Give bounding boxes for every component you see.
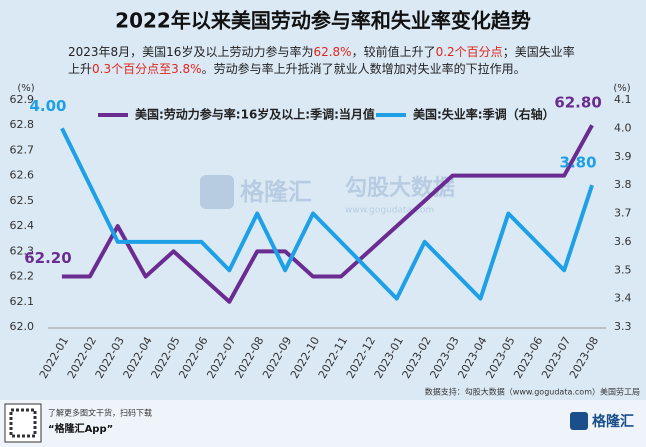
y-tick-label: 62.3 bbox=[10, 244, 35, 257]
source: 数据支持：勾股大数据（www.gogudata.com）美国劳工局 bbox=[425, 387, 640, 397]
footer-line1: 了解更多图文干货，扫码下载 bbox=[48, 408, 152, 418]
chart-title: 2022年以来美国劳动参与率和失业率变化趋势 bbox=[115, 9, 531, 33]
y2-tick-label: 3.7 bbox=[614, 207, 632, 220]
y2-tick-label: 3.8 bbox=[614, 178, 632, 191]
watermark-url: www.gogudata.com bbox=[345, 206, 434, 216]
data-label: 62.20 bbox=[24, 249, 71, 267]
y-tick-label: 62.6 bbox=[10, 169, 35, 182]
subtitle-segment: 。劳动参与率上升抵消了就业人数增加对失业率的下拉作用。 bbox=[202, 61, 526, 76]
subtitle-segment: 2023年8月，美国16岁及以上劳动力参与率为 bbox=[68, 44, 313, 59]
y-tick-label: 62.8 bbox=[10, 118, 35, 131]
y2-tick-label: 3.9 bbox=[614, 150, 632, 163]
y-tick-label: 62.5 bbox=[10, 194, 35, 207]
data-label: 4.00 bbox=[29, 97, 66, 115]
logo-text: 格隆汇 bbox=[592, 413, 634, 430]
y-tick-label: 62.7 bbox=[10, 143, 35, 156]
subtitle-segment: 0.3个百分点至3.8% bbox=[92, 62, 202, 76]
series-line bbox=[61, 124, 594, 304]
watermark-brand: 格隆汇 bbox=[240, 178, 312, 206]
series-line bbox=[60, 127, 594, 301]
subtitle-segment: 62.8% bbox=[313, 45, 351, 59]
y2-tick-label: 3.6 bbox=[614, 235, 632, 248]
y2-tick-label: 3.5 bbox=[614, 263, 632, 276]
y-tick-label: 62.9 bbox=[10, 93, 35, 106]
y2-tick-label: 3.3 bbox=[614, 320, 632, 333]
subtitle-segment: ；美国失业率 bbox=[503, 44, 575, 59]
legend-label: 美国:失业率:季调（右轴） bbox=[413, 107, 555, 122]
y2-tick-label: 4.0 bbox=[614, 121, 632, 134]
data-label: 62.80 bbox=[554, 94, 601, 112]
subtitle: 2023年8月，美国16岁及以上劳动力参与率为62.8%，较前值上升了0.2个百… bbox=[68, 44, 575, 76]
y-tick-label: 62.1 bbox=[10, 295, 35, 308]
y-tick-label: 62.2 bbox=[10, 270, 35, 283]
watermark: 格隆汇 勾股大数据 www.gogudata.com bbox=[200, 175, 455, 216]
legend-label: 美国:劳动力参与率:16岁及以上:季调:当月值 bbox=[135, 107, 375, 122]
y2-tick-label: 4.1 bbox=[614, 93, 632, 106]
footer-line2: “格隆汇App” bbox=[48, 422, 113, 435]
data-label: 3.80 bbox=[560, 154, 597, 172]
logo-icon bbox=[570, 412, 588, 430]
watermark-icon bbox=[200, 175, 234, 209]
y-tick-label: 62.4 bbox=[10, 219, 35, 232]
y2-tick-label: 3.4 bbox=[614, 292, 632, 305]
footer-band bbox=[0, 400, 646, 447]
subtitle-line: 2023年8月，美国16岁及以上劳动力参与率为62.8%，较前值上升了0.2个百… bbox=[68, 44, 575, 59]
subtitle-segment: 上升 bbox=[68, 62, 92, 76]
subtitle-segment: ，较前值上升了 bbox=[352, 44, 436, 59]
y-axis-label: (%) bbox=[17, 83, 34, 94]
y-tick-label: 62.0 bbox=[10, 320, 35, 333]
subtitle-segment: 0.2个百分点 bbox=[436, 45, 503, 59]
subtitle-line: 上升0.3个百分点至3.8%。劳动参与率上升抵消了就业人数增加对失业率的下拉作用… bbox=[68, 61, 526, 76]
qr-pattern bbox=[9, 408, 37, 438]
y2-axis-label: (%) bbox=[613, 83, 630, 94]
